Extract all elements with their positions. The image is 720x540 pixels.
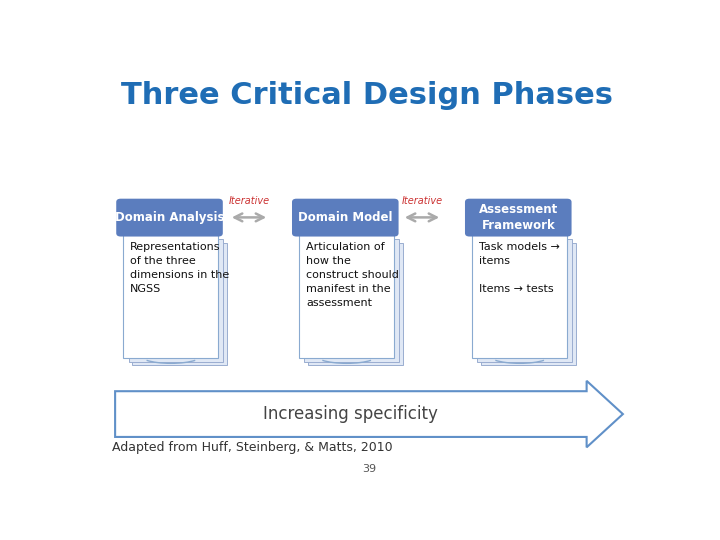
FancyBboxPatch shape [300,235,394,358]
Text: Domain Model: Domain Model [298,211,392,224]
FancyBboxPatch shape [305,239,399,362]
Text: Representations
of the three
dimensions in the
NGSS: Representations of the three dimensions … [130,241,230,294]
Text: Articulation of
how the
construct should
manifest in the
assessment: Articulation of how the construct should… [306,241,399,307]
Text: Domain Analysis: Domain Analysis [114,211,224,224]
Text: Increasing specificity: Increasing specificity [264,405,438,423]
Polygon shape [115,381,623,447]
FancyBboxPatch shape [128,239,223,362]
FancyBboxPatch shape [481,243,576,366]
Text: Iterative: Iterative [402,196,443,206]
FancyBboxPatch shape [116,199,222,237]
Text: Iterative: Iterative [228,196,269,206]
Text: Task models →
items

Items → tests: Task models → items Items → tests [479,241,560,294]
FancyBboxPatch shape [308,243,403,366]
FancyBboxPatch shape [124,235,218,358]
Text: 39: 39 [362,464,376,474]
Text: Assessment
Framework: Assessment Framework [479,203,558,232]
FancyBboxPatch shape [292,199,399,237]
Text: Adapted from Huff, Steinberg, & Matts, 2010: Adapted from Huff, Steinberg, & Matts, 2… [112,441,393,454]
Text: Three Critical Design Phases: Three Critical Design Phases [121,82,613,111]
FancyBboxPatch shape [477,239,572,362]
FancyBboxPatch shape [132,243,228,366]
FancyBboxPatch shape [465,199,572,237]
FancyBboxPatch shape [472,235,567,358]
